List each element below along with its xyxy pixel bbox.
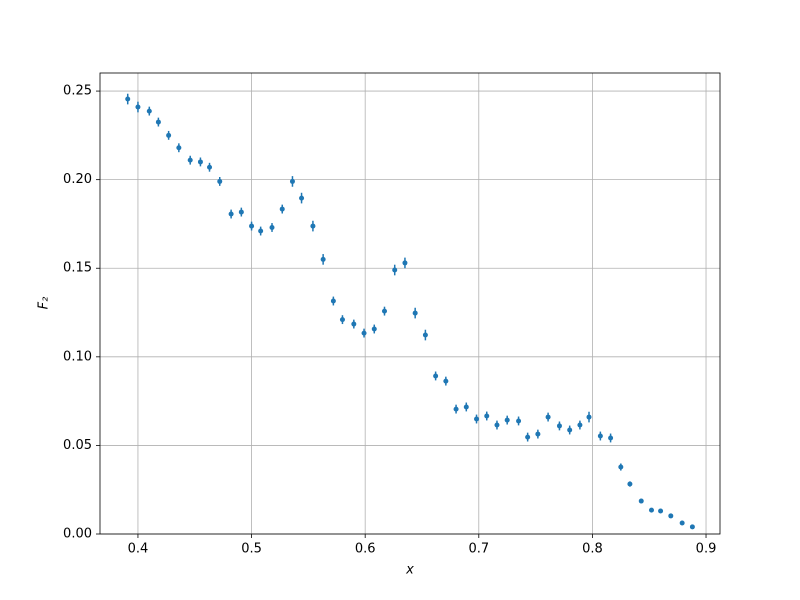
data-point — [577, 422, 583, 428]
data-point — [351, 321, 357, 327]
data-point — [310, 223, 316, 229]
data-point — [679, 520, 685, 526]
data-point — [567, 427, 573, 433]
data-point — [422, 332, 428, 338]
x-tick-label: 0.7 — [468, 542, 489, 557]
y-tick-label: 0.20 — [63, 172, 92, 187]
plot-frame — [99, 72, 721, 535]
data-point — [299, 195, 305, 201]
x-axis-label: x — [405, 563, 414, 578]
data-point — [627, 481, 633, 487]
data-point — [176, 145, 182, 151]
data-point — [197, 159, 203, 165]
data-point — [525, 434, 531, 440]
data-point — [125, 96, 131, 102]
y-tick-label: 0.10 — [63, 349, 92, 364]
data-point — [433, 373, 439, 379]
data-point — [289, 178, 295, 184]
y-axis-label: F₂ — [37, 297, 52, 310]
data-point — [155, 119, 161, 125]
data-point — [484, 413, 490, 419]
data-point — [463, 404, 469, 410]
data-point — [361, 330, 367, 336]
data-point — [135, 104, 141, 110]
data-point — [402, 260, 408, 266]
x-tick-label: 0.4 — [128, 542, 149, 557]
data-point — [504, 417, 510, 423]
data-point — [392, 267, 398, 273]
data-point — [586, 414, 592, 420]
data-point — [443, 378, 449, 384]
y-tick-label: 0.25 — [63, 84, 92, 99]
data-point — [412, 310, 418, 316]
data-point — [597, 433, 603, 439]
data-point — [638, 498, 644, 504]
data-point — [618, 464, 624, 470]
data-point — [238, 209, 244, 215]
data-point — [269, 224, 275, 230]
y-tick-label: 0.05 — [63, 438, 92, 453]
data-point — [658, 508, 664, 514]
data-point — [535, 431, 541, 437]
data-point — [187, 157, 193, 163]
y-tick-label: 0.15 — [63, 261, 92, 276]
data-point — [453, 406, 459, 412]
data-point — [339, 317, 345, 323]
y-tick-label: 0.00 — [63, 527, 92, 542]
data-point — [474, 416, 480, 422]
data-point — [228, 211, 234, 217]
data-point — [494, 422, 500, 428]
data-point — [330, 298, 336, 304]
data-point — [648, 507, 654, 513]
data-point — [608, 435, 614, 441]
x-tick-label: 0.8 — [582, 542, 603, 557]
data-point — [556, 423, 562, 429]
data-point — [689, 524, 695, 530]
data-point — [668, 513, 674, 519]
data-point — [217, 178, 223, 184]
data-point — [545, 414, 551, 420]
data-point — [146, 108, 152, 114]
data-point — [320, 256, 326, 262]
x-tick-label: 0.5 — [241, 542, 262, 557]
data-point — [371, 326, 377, 332]
x-tick-label: 0.9 — [696, 542, 717, 557]
data-point — [279, 206, 285, 212]
x-tick-label: 0.6 — [355, 542, 376, 557]
data-point — [258, 228, 264, 234]
data-point — [207, 164, 213, 170]
data-point — [166, 132, 172, 138]
data-point — [249, 223, 255, 229]
data-point — [381, 308, 387, 314]
data-point — [516, 418, 522, 424]
